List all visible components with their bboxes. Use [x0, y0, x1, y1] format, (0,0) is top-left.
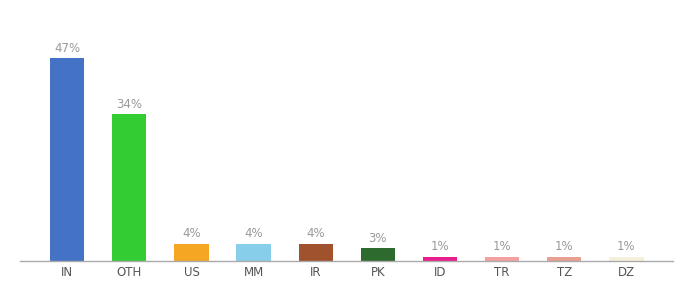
Text: 1%: 1% — [555, 240, 574, 253]
Bar — [423, 257, 457, 261]
Text: 47%: 47% — [54, 42, 80, 55]
Bar — [361, 248, 395, 261]
Bar — [112, 115, 146, 261]
Bar — [299, 244, 333, 261]
Bar — [237, 244, 271, 261]
Text: 4%: 4% — [182, 227, 201, 240]
Text: 1%: 1% — [430, 240, 449, 253]
Bar — [174, 244, 209, 261]
Text: 4%: 4% — [307, 227, 325, 240]
Bar — [50, 58, 84, 261]
Text: 3%: 3% — [369, 232, 387, 244]
Bar — [609, 257, 643, 261]
Bar — [547, 257, 581, 261]
Text: 1%: 1% — [617, 240, 636, 253]
Text: 34%: 34% — [116, 98, 142, 111]
Text: 4%: 4% — [244, 227, 263, 240]
Bar — [485, 257, 520, 261]
Text: 1%: 1% — [493, 240, 511, 253]
